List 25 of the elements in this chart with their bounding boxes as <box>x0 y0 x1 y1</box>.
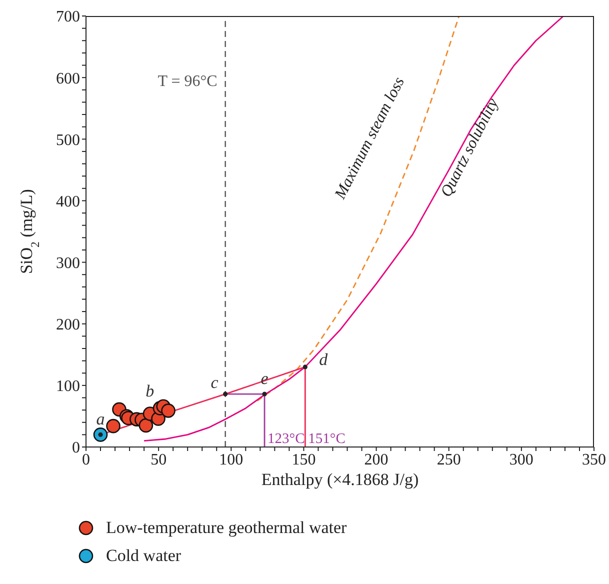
y-tick-label: 400 <box>56 193 80 210</box>
annotation: a <box>96 410 105 429</box>
annotation: b <box>146 381 154 400</box>
y-tick-label: 700 <box>56 8 80 26</box>
annotation: d <box>319 350 328 369</box>
x-tick-label: 350 <box>582 451 606 468</box>
y-tick-label: 200 <box>56 316 80 334</box>
y-tick-label: 0 <box>72 440 80 457</box>
y-tick-label: 500 <box>56 132 80 149</box>
legend-label: Cold water <box>106 546 182 566</box>
annotation: 123°C <box>268 431 305 447</box>
x-tick-label: 150 <box>292 451 316 468</box>
x-tick-label: 100 <box>219 451 244 468</box>
x-axis-title: Enthalpy (×4.1868 J/g) <box>261 470 419 489</box>
y-tick-label: 600 <box>56 70 80 88</box>
x-tick-label: 250 <box>436 451 461 468</box>
x-tick-label: 300 <box>509 451 534 468</box>
x-tick-label: 200 <box>364 451 388 468</box>
x-tick-label: 50 <box>150 451 167 468</box>
annotation: c <box>210 373 219 392</box>
ref-line-label: T = 96°C <box>158 73 218 90</box>
annotation: 151°C <box>308 431 346 447</box>
y-tick-label: 100 <box>56 378 80 396</box>
legend-label: Low-temperature geothermal water <box>106 518 347 538</box>
y-tick-label: 300 <box>56 254 80 272</box>
